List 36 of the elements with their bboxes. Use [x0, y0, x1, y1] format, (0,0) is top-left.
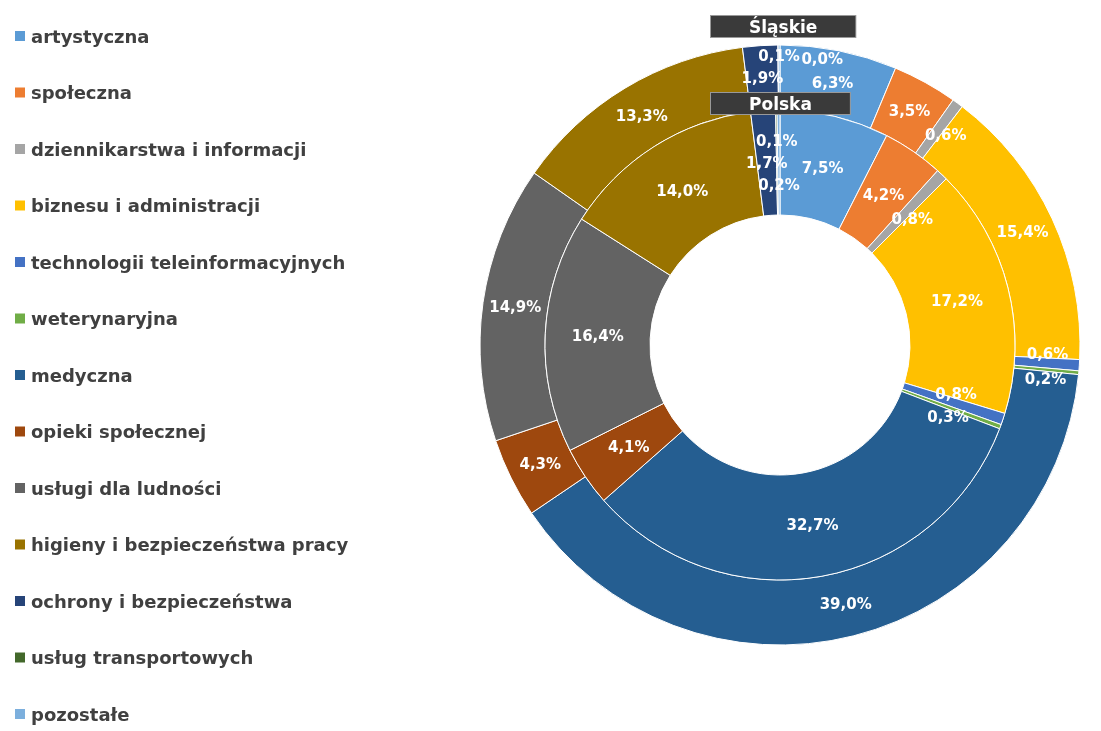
data-label: 14,9% — [489, 297, 542, 316]
data-label: 4,3% — [519, 454, 562, 473]
legend-label: społeczna — [31, 82, 132, 103]
data-label: 4,1% — [607, 438, 650, 457]
text: 0,0% — [801, 50, 844, 69]
legend-label: weterynaryjna — [31, 308, 178, 329]
legend-label: artystyczna — [31, 25, 150, 47]
data-label: 15,4% — [996, 223, 1049, 242]
data-label: 0,2% — [1024, 369, 1067, 388]
data-label: 0,1% — [758, 46, 800, 65]
legend-label: technologii teleinformacyjnych — [31, 251, 346, 273]
data-label: 1,7% — [746, 153, 788, 172]
data-label: 32,7% — [786, 515, 839, 534]
legend-label: higieny i bezpieczeństwa pracy — [31, 534, 349, 555]
legend-label: biznesu i administracji — [31, 195, 261, 216]
legend-label: usługi dla ludności — [31, 477, 222, 499]
legend-label: opieki społecznej — [31, 421, 207, 442]
data-label: 14,0% — [656, 181, 709, 200]
legend-label: medyczna — [31, 364, 133, 386]
data-label: 39,0% — [819, 595, 872, 614]
slice-label: Śląskie — [749, 15, 818, 37]
data-label: 16,4% — [571, 326, 624, 345]
legend-label: dziennikarstwa i informacji — [31, 138, 307, 160]
data-label: 17,2% — [931, 291, 984, 310]
data-label: 6,3% — [811, 73, 854, 92]
data-label: 7,5% — [801, 158, 844, 177]
slice-label: Polska — [749, 93, 812, 114]
data-label: 3,5% — [888, 101, 931, 120]
data-label: 0,8% — [935, 384, 977, 403]
data-label: 4,2% — [862, 185, 905, 204]
legend-label: pozostałe — [31, 703, 130, 725]
legend-label: usług transportowych — [31, 647, 254, 668]
data-label: 0,3% — [927, 407, 969, 426]
legend-label: ochrony i bezpieczeństwa — [31, 590, 293, 612]
data-label: 13,3% — [615, 106, 668, 125]
data-label: 0,2% — [758, 175, 800, 194]
